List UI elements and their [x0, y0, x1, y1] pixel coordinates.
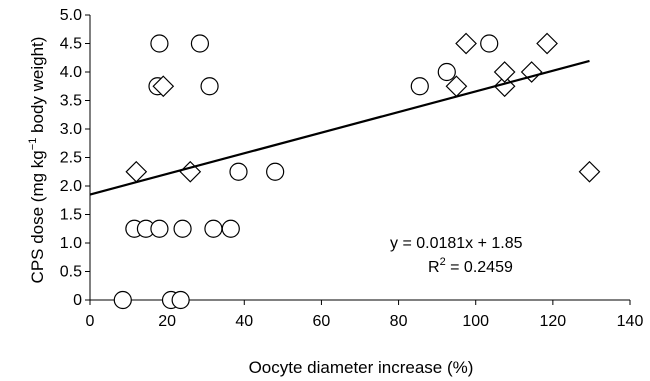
circle-marker	[200, 77, 219, 96]
y-tick-label: 0	[73, 292, 82, 309]
diamond-marker	[578, 160, 601, 183]
y-tick-label: 5.0	[60, 7, 82, 24]
y-tick-label: 1.0	[60, 235, 82, 252]
y-axis-title: CPS dose (mg kg−1 body weight)	[27, 37, 47, 284]
y-axis-ticks: 0 0.5 1.0 1.5 2.0 2.5 3.0 3.5 4.0 4.5 5.0	[60, 7, 90, 309]
x-tick-label: 0	[86, 313, 95, 330]
circle-marker	[480, 34, 499, 53]
y-tick-label: 0.5	[60, 264, 82, 281]
circle-marker	[190, 34, 210, 53]
x-tick-label: 80	[390, 313, 408, 330]
circle-marker	[437, 62, 456, 82]
diamond-marker	[455, 32, 477, 55]
y-axis-title-end: body weight)	[28, 37, 47, 138]
r-squared-prefix: R	[428, 259, 440, 276]
circle-marker	[113, 290, 132, 310]
x-tick-label: 60	[313, 313, 331, 330]
diamond-marker	[493, 61, 516, 83]
x-tick-label: 140	[617, 313, 644, 330]
y-tick-label: 4.5	[60, 36, 82, 53]
trend-line	[89, 59, 590, 196]
x-tick-label: 20	[158, 313, 176, 330]
circle-marker	[266, 162, 285, 181]
circle-marker	[150, 34, 169, 53]
diamond-marker	[125, 160, 148, 183]
diamond-marker	[536, 32, 558, 55]
y-tick-label: 1.5	[60, 207, 82, 224]
circle-marker	[204, 219, 223, 238]
axes	[89, 15, 630, 301]
y-tick-label: 2.5	[60, 150, 82, 167]
y-tick-label: 3.5	[60, 93, 82, 110]
circle-marker	[229, 162, 248, 181]
circle-marker	[171, 290, 190, 310]
y-tick-label: 4.0	[60, 64, 82, 81]
r-squared: R2 = 0.2459	[428, 256, 513, 276]
r-squared-suffix: = 0.2459	[446, 259, 513, 276]
x-tick-label: 40	[235, 313, 253, 330]
x-tick-label: 120	[540, 313, 567, 330]
y-tick-label: 3.0	[60, 121, 82, 138]
circle-marker	[221, 219, 240, 238]
circle-marker	[410, 77, 429, 96]
regression-equation: y = 0.0181x + 1.85	[390, 235, 523, 252]
r-squared-sup: 2	[440, 256, 446, 268]
y-tick-label: 2.0	[60, 178, 82, 195]
y-axis-title-sup: −1	[27, 138, 39, 151]
x-axis-title: Oocyte diameter increase (%)	[249, 358, 474, 377]
x-tick-label: 100	[462, 313, 489, 330]
circle-marker	[173, 219, 192, 238]
data-markers	[113, 32, 601, 310]
diamond-marker	[152, 75, 175, 98]
y-axis-title-main: CPS dose (mg kg	[28, 150, 47, 283]
x-axis-ticks: 0 20 40 60 80 100 120 140	[86, 300, 644, 330]
circle-marker	[150, 219, 169, 238]
